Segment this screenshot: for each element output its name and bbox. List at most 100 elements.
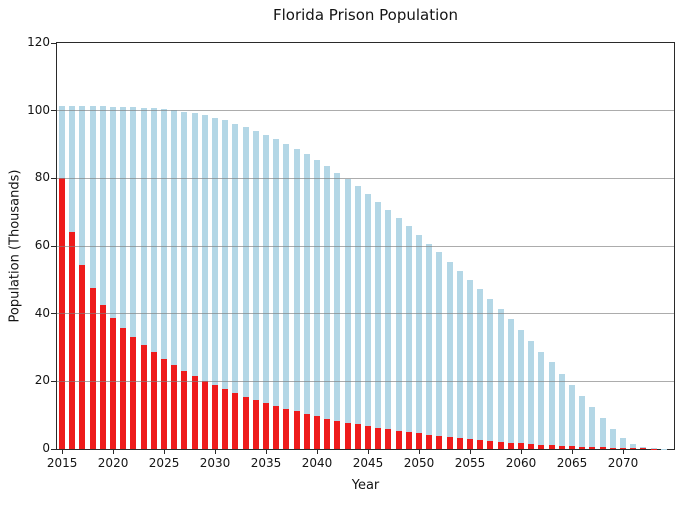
y-tick: [51, 42, 56, 44]
bar-red_overlay: [110, 317, 117, 449]
bar-light_blue_total: [150, 108, 157, 449]
bar-red_overlay: [303, 413, 310, 449]
bar-red_overlay: [99, 305, 106, 449]
bar-red_overlay: [497, 441, 504, 449]
x-tick-label: 2050: [403, 456, 435, 470]
bar-red_overlay: [436, 435, 443, 449]
y-tick-label: 60: [34, 238, 50, 252]
bar-red_overlay: [120, 327, 127, 449]
x-tick-label: 2055: [454, 456, 486, 470]
bar-light_blue_total: [487, 299, 494, 449]
bar-red_overlay: [334, 420, 341, 449]
bar-red_overlay: [405, 432, 412, 449]
bar-red_overlay: [507, 442, 514, 449]
bar-red_overlay: [609, 447, 616, 449]
bar-red_overlay: [426, 434, 433, 449]
bar-light_blue_total: [528, 340, 535, 449]
bar-red_overlay: [538, 444, 545, 449]
x-axis-title: Year: [351, 478, 380, 493]
bar-red_overlay: [395, 430, 402, 449]
bar-light_blue_total: [263, 134, 270, 449]
bar-light_blue_total: [242, 126, 249, 449]
bar-light_blue_total: [538, 351, 545, 449]
bar-light_blue_total: [548, 362, 555, 449]
bar-red_overlay: [548, 445, 555, 449]
bar-red_overlay: [273, 406, 280, 449]
y-tick-label: 120: [27, 35, 50, 49]
bar-red_overlay: [354, 424, 361, 449]
bar-red_overlay: [191, 375, 198, 449]
bar-light_blue_total: [589, 407, 596, 449]
bar-red_overlay: [579, 446, 586, 449]
x-tick-label: 2040: [301, 456, 333, 470]
x-tick: [265, 449, 267, 454]
y-tick-label: 40: [34, 305, 50, 320]
bar-light_blue_total: [201, 115, 208, 449]
bar-light_blue_total: [140, 107, 147, 449]
bar-red_overlay: [569, 446, 576, 449]
bar-red_overlay: [293, 411, 300, 449]
bar-light_blue_total: [620, 437, 626, 449]
bar-red_overlay: [487, 440, 494, 449]
y-tick-label: 20: [34, 373, 50, 388]
bar-light_blue_total: [579, 395, 586, 449]
plot-area: [56, 42, 675, 450]
bar-light_blue_total: [222, 120, 229, 449]
x-tick-label: 2045: [352, 456, 384, 470]
x-tick-label: 2070: [607, 456, 639, 470]
bar-light_blue_total: [467, 279, 474, 449]
bar-red_overlay: [589, 446, 596, 449]
x-tick: [367, 449, 369, 454]
x-tick-label: 2025: [148, 456, 180, 470]
bar-light_blue_total: [416, 234, 423, 449]
bar-light_blue_total: [518, 329, 525, 449]
gridline-y-20: [57, 380, 674, 382]
bar-light_blue_total: [640, 446, 647, 449]
x-tick: [316, 449, 318, 454]
bar-light_blue_total: [569, 384, 576, 449]
bar-red_overlay: [630, 448, 637, 449]
bar-light_blue_total: [395, 217, 402, 449]
bar-light_blue_total: [456, 270, 463, 449]
bar-red_overlay: [232, 392, 239, 449]
bar-light_blue_total: [446, 261, 453, 449]
bar-light_blue_total: [314, 160, 321, 449]
bar-red_overlay: [640, 448, 647, 449]
x-tick-label: 2015: [46, 456, 78, 470]
bar-red_overlay: [150, 352, 157, 449]
x-tick: [622, 449, 624, 454]
bar-light_blue_total: [497, 309, 504, 449]
bar-light_blue_total: [426, 243, 433, 449]
bar-light_blue_total: [232, 123, 239, 449]
bar-red_overlay: [181, 370, 188, 449]
y-tick-label: 80: [34, 170, 50, 185]
bar-red_overlay: [222, 389, 229, 449]
y-tick-label: 100: [27, 102, 50, 117]
bar-light_blue_total: [110, 106, 117, 449]
x-tick: [520, 449, 522, 454]
y-tick-label: 0: [42, 441, 50, 455]
bar-light_blue_total: [650, 448, 657, 449]
bar-light_blue_total: [273, 139, 280, 449]
bar-light_blue_total: [303, 154, 310, 449]
bar-red_overlay: [161, 359, 168, 449]
bar-red_overlay: [130, 336, 137, 449]
bar-red_overlay: [201, 380, 208, 449]
bar-red_overlay: [79, 264, 86, 449]
x-tick: [418, 449, 420, 454]
bar-light_blue_total: [334, 172, 341, 449]
x-tick: [571, 449, 573, 454]
bar-red_overlay: [140, 344, 147, 449]
gridline-y-80: [57, 177, 674, 179]
bar-red_overlay: [344, 422, 351, 449]
bar-light_blue_total: [89, 106, 96, 449]
bar-light_blue_total: [212, 117, 219, 449]
bar-red_overlay: [477, 440, 484, 449]
bar-red_overlay: [467, 439, 474, 449]
bar-light_blue_total: [181, 111, 188, 449]
bar-light_blue_total: [191, 113, 198, 449]
bar-red_overlay: [89, 288, 96, 449]
bar-red_overlay: [365, 426, 372, 449]
bar-light_blue_total: [99, 106, 106, 449]
